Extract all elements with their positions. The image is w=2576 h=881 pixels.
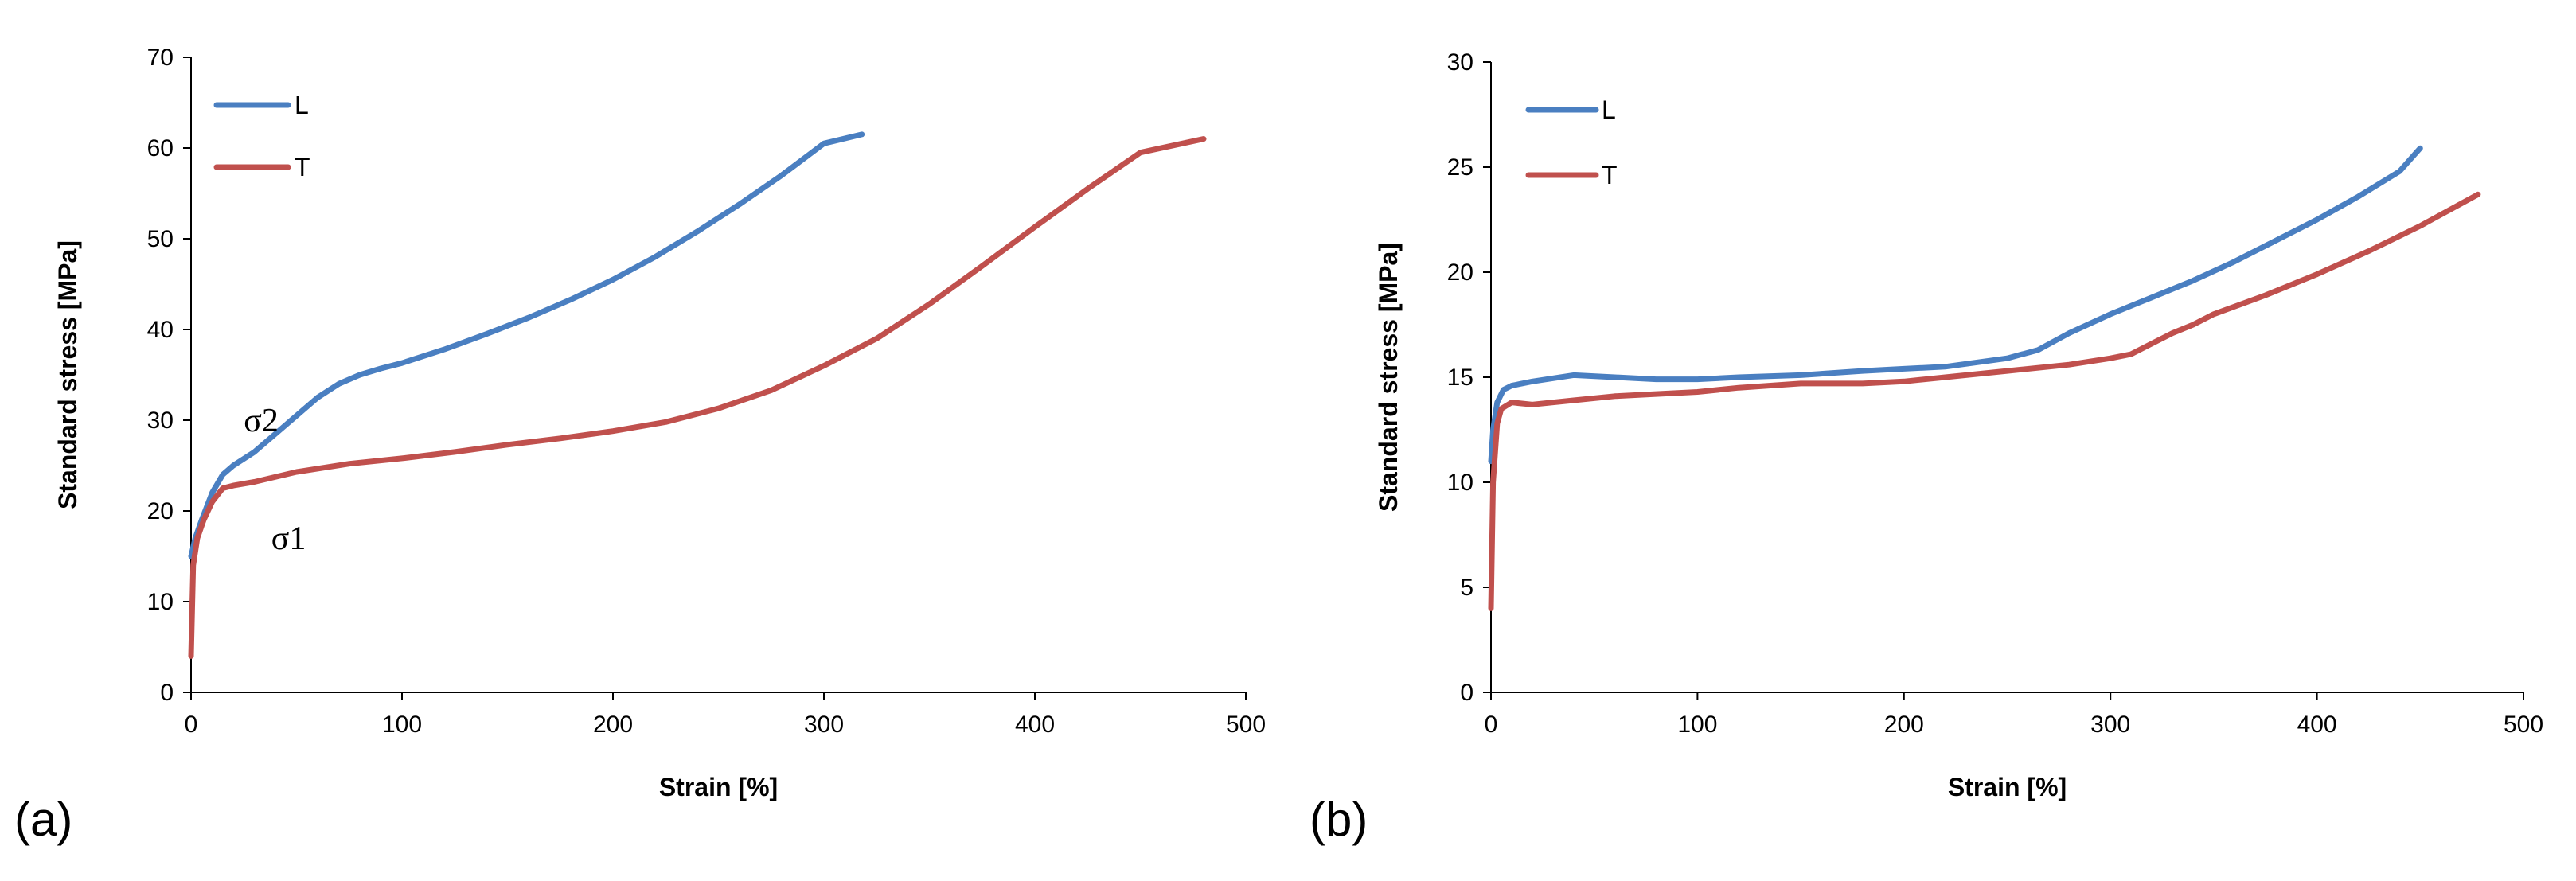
series-line-L	[1488, 145, 2423, 465]
y-tick-label: 60	[147, 135, 174, 162]
x-tick-label: 500	[1226, 711, 1266, 738]
series-line-L	[188, 131, 865, 559]
y-tick-label: 30	[147, 407, 174, 434]
x-tick-label: 100	[1677, 711, 1717, 738]
legend-label-T: T	[295, 153, 310, 181]
x-tick-label: 100	[382, 711, 422, 738]
x-tick-label: 300	[804, 711, 844, 738]
y-tick-label: 20	[1447, 259, 1473, 286]
series-line-T	[188, 136, 1207, 659]
y-tick-label: 50	[147, 226, 174, 252]
x-tick-label: 0	[1485, 711, 1498, 738]
y-tick-label: 30	[1447, 49, 1473, 76]
x-tick-label: 400	[2297, 711, 2337, 738]
y-tick-label: 25	[1447, 154, 1473, 181]
x-axis-label: Strain [%]	[1948, 773, 2067, 801]
legend-label-L: L	[1602, 96, 1616, 124]
y-tick-label: 15	[1447, 364, 1473, 391]
x-tick-label: 500	[2504, 711, 2543, 738]
y-tick-label: 10	[1447, 470, 1473, 496]
legend-label-L: L	[295, 91, 309, 119]
x-tick-label: 300	[2090, 711, 2130, 738]
chart-panel-a: 0 100 200 300 400 500 0 10 20 30 40 50 60 70 Strain [%…	[14, 45, 1266, 846]
y-tick-label: 10	[147, 589, 174, 615]
y-tick-label: 70	[147, 45, 174, 71]
legend-label-T: T	[1602, 161, 1618, 189]
annotation-label: σ1	[271, 520, 306, 557]
x-tick-label: 400	[1015, 711, 1055, 738]
x-tick-label: 200	[593, 711, 633, 738]
y-axis-label: Standard stress [MPa]	[53, 240, 82, 509]
chart-panel-b: 0 100 200 300 400 500 0 5 10 15 20 25 30 Strain [%] St…	[1309, 49, 2543, 846]
panel-label: (b)	[1309, 793, 1368, 846]
x-axis-label: Strain [%]	[659, 773, 778, 801]
y-tick-label: 0	[1460, 680, 1473, 706]
y-tick-label: 0	[160, 680, 174, 706]
x-tick-label: 0	[185, 711, 198, 738]
annotation-label: σ2	[244, 403, 279, 439]
y-axis-label: Standard stress [MPa]	[1374, 243, 1403, 512]
y-tick-label: 5	[1460, 575, 1473, 601]
y-tick-label: 20	[147, 498, 174, 524]
y-tick-label: 40	[147, 317, 174, 343]
panel-label: (a)	[14, 793, 72, 846]
series-line-T	[1488, 191, 2481, 611]
x-tick-label: 200	[1884, 711, 1924, 738]
